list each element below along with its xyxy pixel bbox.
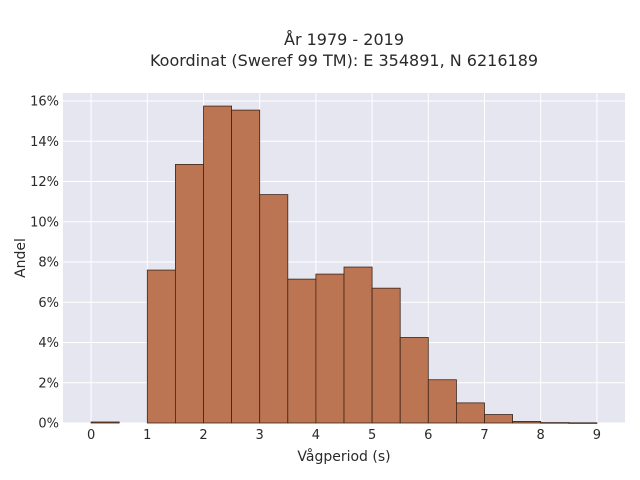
x-tick-label: 8 — [537, 428, 545, 443]
histogram-bar — [455, 402, 485, 424]
histogram-bar — [399, 337, 429, 424]
histogram-bar — [343, 266, 373, 424]
x-tick-label: 6 — [424, 428, 432, 443]
histogram-bar — [146, 269, 176, 424]
histogram-bar — [90, 421, 120, 424]
chart-title: År 1979 - 2019 — [284, 30, 404, 49]
histogram-bar — [174, 164, 204, 424]
histogram-bar — [427, 379, 457, 424]
histogram-bars — [90, 105, 598, 424]
x-axis-ticks: 0 1 2 3 4 5 6 7 8 9 — [87, 428, 601, 443]
chart-subtitle: Koordinat (Sweref 99 TM): E 354891, N 62… — [150, 51, 538, 70]
y-tick-label: 14% — [30, 135, 59, 150]
x-tick-label: 5 — [368, 428, 376, 443]
histogram-bar — [371, 287, 401, 424]
histogram-bar — [231, 109, 261, 424]
x-tick-label: 2 — [199, 428, 207, 443]
y-tick-label: 10% — [30, 215, 59, 230]
y-tick-label: 2% — [38, 376, 59, 391]
histogram-bar — [568, 422, 598, 424]
x-axis-label: Vågperiod (s) — [297, 448, 390, 465]
x-tick-label: 9 — [593, 428, 601, 443]
y-tick-label: 4% — [38, 336, 59, 351]
y-tick-label: 6% — [38, 296, 59, 311]
histogram-bar — [203, 105, 233, 424]
histogram-bar — [259, 194, 289, 424]
x-tick-label: 0 — [87, 428, 95, 443]
y-tick-label: 8% — [38, 256, 59, 271]
histogram-bar — [287, 278, 317, 424]
y-tick-label: 16% — [30, 95, 59, 110]
y-axis-ticks: 0% 2% 4% 6% 8% 10% 12% 14% 16% — [30, 95, 59, 432]
histogram-bar — [315, 273, 345, 424]
histogram-bar — [484, 414, 514, 424]
x-tick-label: 4 — [312, 428, 320, 443]
y-axis-label: Andel — [13, 238, 29, 278]
y-tick-label: 0% — [38, 417, 59, 432]
histogram-bar — [540, 422, 570, 424]
histogram-bar — [512, 420, 542, 424]
x-tick-label: 1 — [143, 428, 151, 443]
y-tick-label: 12% — [30, 175, 59, 190]
x-tick-label: 3 — [256, 428, 264, 443]
x-tick-label: 7 — [480, 428, 488, 443]
